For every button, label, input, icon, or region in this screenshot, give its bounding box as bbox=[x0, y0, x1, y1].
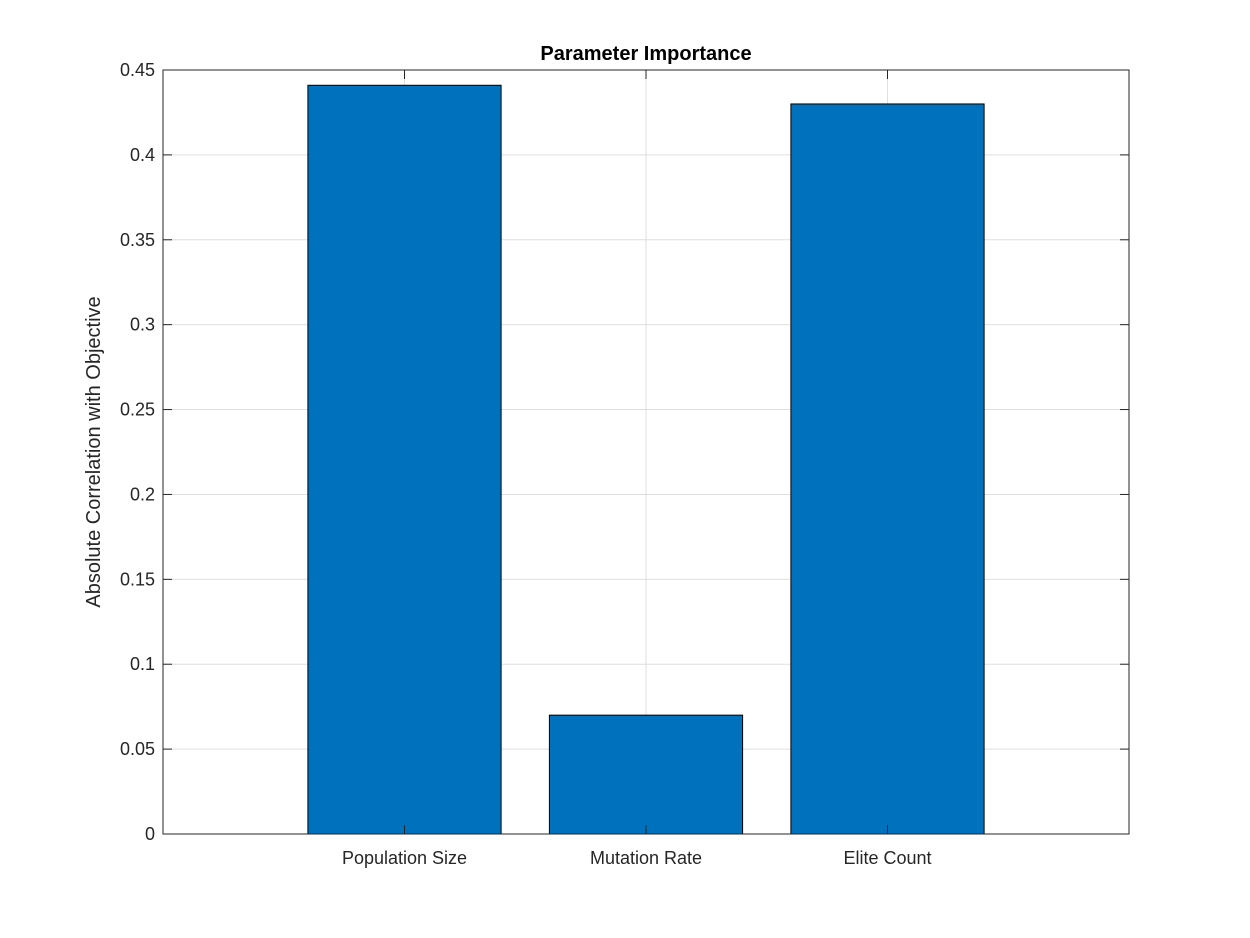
y-tick-label: 0.05 bbox=[120, 739, 155, 759]
y-tick-label: 0.1 bbox=[130, 654, 155, 674]
x-tick-label: Mutation Rate bbox=[590, 848, 702, 868]
y-tick-label: 0.3 bbox=[130, 315, 155, 335]
y-axis-label: Absolute Correlation with Objective bbox=[83, 296, 105, 607]
bar-mutation-rate bbox=[548, 714, 744, 835]
tick-marks bbox=[163, 69, 1129, 835]
y-tick-label: 0.25 bbox=[120, 400, 155, 420]
bars bbox=[307, 84, 985, 835]
y-tick-label: 0.15 bbox=[120, 569, 155, 589]
y-tick-labels: 0 0.05 0.1 0.15 0.2 0.25 0.3 0.35 0.4 0.45 bbox=[120, 60, 155, 844]
chart-title: Parameter Importance bbox=[540, 43, 751, 65]
bar-population-size bbox=[307, 84, 502, 835]
x-tick-labels: Population Size Mutation Rate Elite Count bbox=[342, 848, 932, 868]
x-tick-label: Elite Count bbox=[843, 848, 931, 868]
y-tick-label: 0.4 bbox=[130, 145, 155, 165]
y-tick-label: 0.2 bbox=[130, 484, 155, 504]
y-tick-label: 0 bbox=[145, 824, 155, 844]
x-tick-label: Population Size bbox=[342, 848, 467, 868]
y-tick-label: 0.35 bbox=[120, 230, 155, 250]
bar-elite-count bbox=[790, 103, 985, 835]
y-tick-label: 0.45 bbox=[120, 60, 155, 80]
